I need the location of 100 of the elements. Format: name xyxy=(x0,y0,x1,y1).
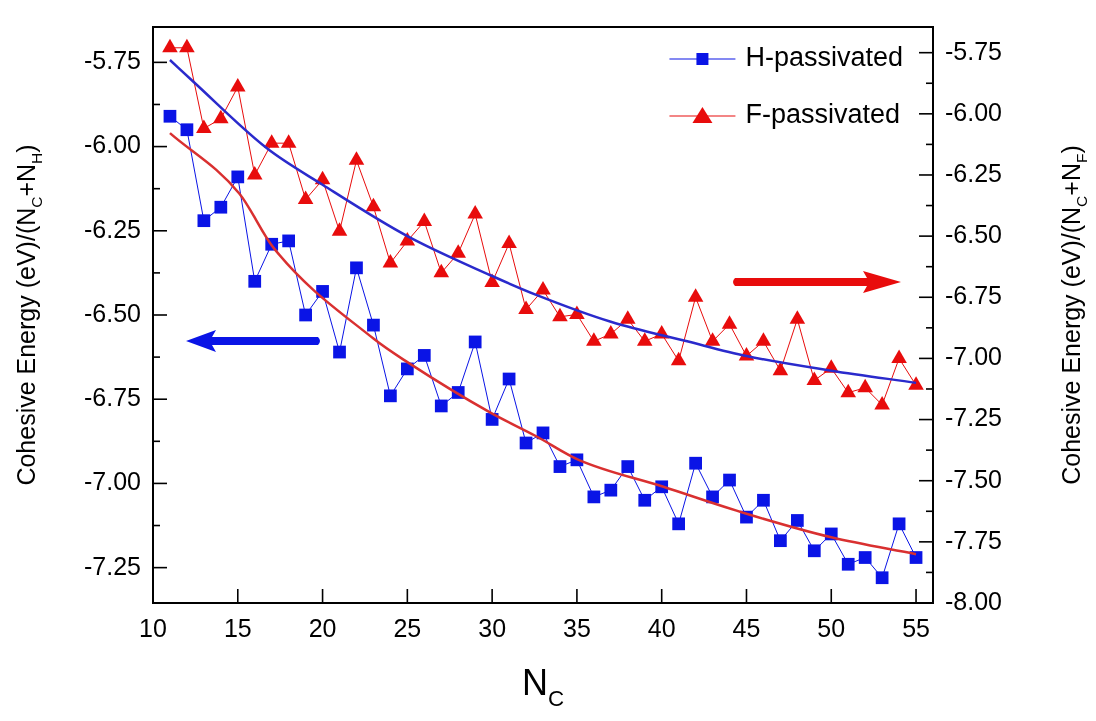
point xyxy=(484,273,500,288)
point xyxy=(789,310,806,324)
legend-label: H-passivated xyxy=(745,42,904,73)
point xyxy=(365,197,382,212)
x-tick-label: 40 xyxy=(647,613,676,642)
x-tick-label: 20 xyxy=(308,613,337,642)
x-tick-label: 50 xyxy=(817,613,846,642)
point xyxy=(248,274,262,288)
point xyxy=(535,280,551,295)
point xyxy=(501,234,517,248)
legend-label: F-passivated xyxy=(745,99,901,130)
y2-tick-label: -7.75 xyxy=(945,525,1002,554)
point xyxy=(892,517,906,531)
point xyxy=(857,378,873,393)
point xyxy=(908,376,924,390)
point xyxy=(416,212,433,226)
point xyxy=(621,460,635,473)
y-tick-label: -6.00 xyxy=(84,130,141,159)
x-tick-label: 45 xyxy=(732,613,761,642)
y-tick-label: -5.75 xyxy=(84,46,141,75)
point xyxy=(604,483,618,497)
point xyxy=(162,38,178,53)
x-tick-label: 25 xyxy=(393,613,422,642)
y-tick-label: -6.50 xyxy=(84,298,141,327)
point xyxy=(417,349,431,362)
point xyxy=(704,332,721,346)
point xyxy=(197,214,211,228)
point xyxy=(755,332,772,346)
point xyxy=(858,551,872,564)
point xyxy=(263,134,280,148)
y2-tick-label: -6.00 xyxy=(945,97,1002,126)
y2-tick-label: -5.75 xyxy=(945,36,1002,65)
y2-tick-label: -7.00 xyxy=(945,342,1002,371)
point xyxy=(467,205,483,219)
point xyxy=(297,190,314,204)
point xyxy=(586,332,602,346)
point xyxy=(687,288,704,302)
point xyxy=(196,119,212,133)
y2-tick-label: -6.25 xyxy=(945,158,1002,187)
y2-tick-label: -7.50 xyxy=(945,464,1002,493)
point xyxy=(246,165,263,180)
y-axis-title: Cohesive Energy (eV)/(NC+NH) xyxy=(11,144,46,486)
point xyxy=(689,456,702,470)
point xyxy=(875,571,889,585)
point xyxy=(721,315,738,329)
point xyxy=(213,109,229,124)
point xyxy=(670,351,687,366)
point xyxy=(772,361,789,376)
point xyxy=(841,557,855,571)
y-tick-label: -6.75 xyxy=(84,383,141,412)
point xyxy=(333,345,346,359)
point xyxy=(299,308,312,322)
point xyxy=(331,222,348,236)
point xyxy=(367,318,380,332)
y2-axis-title: Cohesive Energy (eV)/(NC+NF) xyxy=(1056,145,1091,485)
point xyxy=(350,261,363,275)
y2-tick-label: -6.75 xyxy=(945,281,1002,310)
point xyxy=(672,517,686,531)
point xyxy=(552,307,568,322)
point xyxy=(840,383,857,398)
y-tick-label: -7.25 xyxy=(84,551,141,580)
point xyxy=(723,473,736,487)
point xyxy=(603,324,619,339)
y2-tick-label: -6.50 xyxy=(945,220,1002,249)
point xyxy=(231,170,245,184)
point xyxy=(434,399,448,413)
point xyxy=(384,389,397,403)
point xyxy=(518,300,534,314)
y-tick-label: -6.25 xyxy=(84,214,141,243)
point xyxy=(619,310,636,324)
point xyxy=(790,514,804,527)
point xyxy=(214,200,228,214)
point xyxy=(163,109,177,123)
point xyxy=(891,349,907,363)
point xyxy=(229,77,246,92)
y2-tick-label: -7.25 xyxy=(945,403,1002,432)
point xyxy=(874,395,890,410)
point xyxy=(180,123,194,137)
point xyxy=(179,38,195,53)
x-tick-label: 35 xyxy=(563,613,591,642)
point xyxy=(348,151,365,165)
point xyxy=(280,134,297,148)
point xyxy=(774,534,787,548)
point xyxy=(757,493,770,507)
point xyxy=(638,493,652,507)
point xyxy=(382,254,399,268)
point xyxy=(807,544,821,558)
x-tick-label: 30 xyxy=(478,613,507,642)
point xyxy=(282,234,296,248)
x-tick-label: 15 xyxy=(223,613,252,642)
point xyxy=(450,244,467,258)
y2-tick-label: -8.00 xyxy=(945,586,1002,615)
point xyxy=(433,263,450,278)
x-tick-label: 55 xyxy=(902,613,930,642)
point xyxy=(806,371,823,385)
point xyxy=(636,332,653,346)
point xyxy=(468,335,482,349)
x-tick-label: 10 xyxy=(139,613,167,642)
point xyxy=(553,460,567,473)
y-tick-label: -7.00 xyxy=(84,467,141,496)
